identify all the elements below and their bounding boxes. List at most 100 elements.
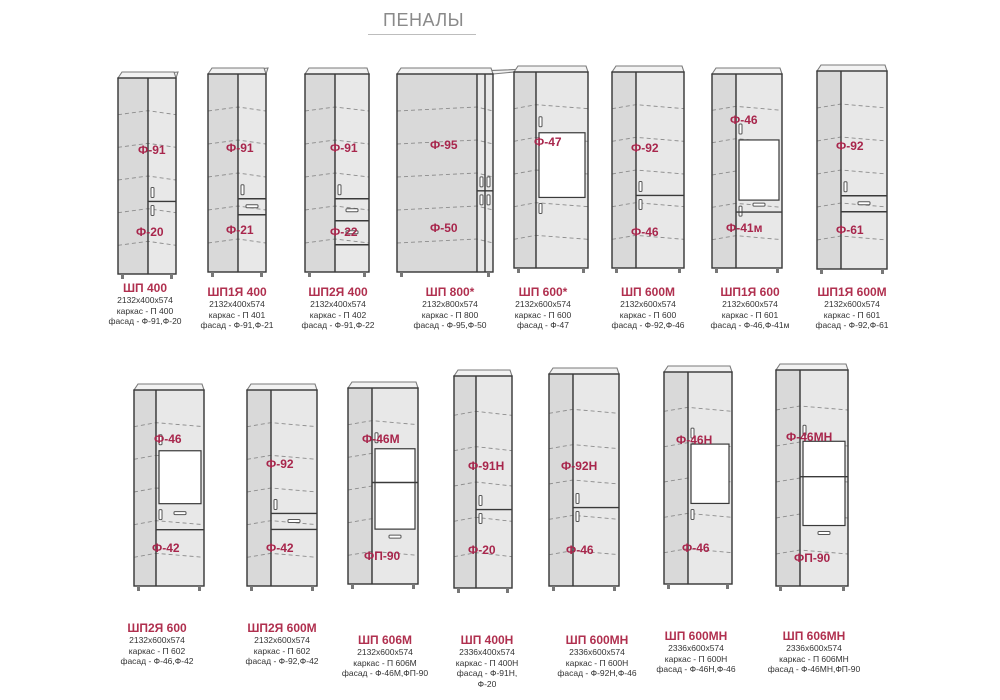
cabinet-caption: ШП1Я 600М 2132х600х574 каркас - П 601 фасад… (787, 285, 917, 331)
facade-label: Ф-95 (430, 138, 458, 152)
cabinet-spec-facade: фасад - Ф-91,Ф-22 (301, 320, 375, 330)
cabinet-spec-frame: каркас - П 602 (253, 645, 311, 656)
cabinet-spec-dims: 2132х400х574 (310, 299, 366, 309)
facade-label: Ф-42 (152, 541, 180, 555)
cabinet-caption: ШП 600М 2132х600х574 каркас - П 600 фасад -… (583, 285, 713, 331)
cabinet-name: ШП2Я 600М (247, 621, 317, 635)
cabinet-caption: ШП 600МН 2336х600х574 каркас - П 600Н фасад… (532, 633, 662, 679)
cabinet-drawing-3 (303, 67, 371, 277)
facade-label: ФП-90 (794, 551, 831, 565)
cabinet-spec-frame: каркас - П 400 (116, 305, 174, 316)
facade-label: Ф-46 (631, 225, 659, 239)
cabinet-caption: ШП 400 2132х400х574 каркас - П 400 фасад - … (80, 281, 210, 327)
cabinet-caption: ШП 606М 2132х600х574 каркас - П 606М фасад … (320, 633, 450, 679)
facade-label: Ф-46М (362, 432, 400, 446)
cabinet-caption: ШП 606МН 2336х600х574 каркас - П 606МН фаса… (749, 629, 879, 675)
facade-label: Ф-46 (154, 432, 182, 446)
cabinet-drawing-14 (662, 365, 733, 589)
cabinet-spec-frame: каркас - П 600Н (565, 657, 629, 668)
cabinet-spec-frame: каркас - П 600 (619, 309, 677, 320)
facade-label: Ф-46 (566, 543, 594, 557)
cabinet-name: ШП 600М (620, 285, 676, 299)
cabinet-spec-facade: фасад - Ф-92,Ф-61 (815, 320, 889, 330)
cabinet-spec-dims: 2132х600х574 (515, 299, 571, 309)
cabinet-spec-dims: 2132х600х574 (357, 647, 413, 657)
cabinet-drawing-9 (132, 383, 205, 591)
facade-label: Ф-91Н (468, 459, 505, 473)
cabinet-name: ШП2Я 600 (127, 621, 187, 635)
cabinet-spec-dims: 2132х400х574 (209, 299, 265, 309)
cabinet-spec-facade: фасад - Ф-91,Ф-21 (200, 320, 274, 330)
facade-label: Ф-92 (266, 457, 294, 471)
cabinet-spec-dims: 2336х400х574 (459, 647, 515, 657)
cabinet-caption: ШП1Я 400 2132х400х574 каркас - П 401 фасад … (172, 285, 302, 331)
cabinet-spec-dims: 2132х600х574 (824, 299, 880, 309)
cabinet-spec-facade: фасад - Ф-46М,ФП-90 (341, 668, 429, 678)
cabinet-spec-frame: каркас - П 800 (421, 309, 479, 320)
cabinet-spec-dims: 2336х600х574 (569, 647, 625, 657)
cabinet-name: ШП 400Н (460, 633, 514, 647)
cabinet-spec-facade: фасад - Ф-92,Ф-42 (245, 656, 319, 666)
cabinet-name: ШП 600МН (664, 629, 728, 643)
cabinet-name: ШП1Я 600 (720, 285, 780, 299)
facade-label: Ф-22 (330, 225, 358, 239)
facade-label: Ф-50 (430, 221, 458, 235)
cabinet-spec-dims: 2132х600х574 (620, 299, 676, 309)
cabinet-spec-frame: каркас - П 606М (353, 657, 417, 668)
cabinet-name: ШП 400 (122, 281, 168, 295)
cabinet-drawing-5 (512, 65, 589, 273)
facade-label: Ф-46Н (676, 433, 713, 447)
cabinet-spec-facade: фасад - Ф-47 (517, 320, 569, 330)
cabinet-spec-frame: каркас - П 401 (208, 309, 266, 320)
cabinet-drawing-11 (346, 381, 419, 589)
facade-label: Ф-61 (836, 223, 864, 237)
cabinet-spec-frame: каркас - П 601 (823, 309, 881, 320)
cabinet-name: ШП 600* (518, 285, 568, 299)
cabinet-caption: ШП2Я 600 2132х600х574 каркас - П 602 фасад … (92, 621, 222, 667)
cabinet-spec-facade: фасад - Ф-91Н, (456, 668, 518, 678)
facade-label: Ф-92 (631, 141, 659, 155)
cabinet-drawing-10 (245, 383, 318, 591)
cabinet-drawing-13 (547, 367, 620, 591)
cabinet-spec-frame: каркас - П 600Н (664, 653, 728, 664)
cabinet-drawing-1 (116, 71, 179, 279)
facade-label: Ф-46 (682, 541, 710, 555)
cabinet-name: ШП1Я 600М (817, 285, 887, 299)
cabinet-caption: ШП 600МН 2336х600х574 каркас - П 600Н фасад… (631, 629, 761, 675)
cabinet-caption: ШП2Я 400 2132х400х574 каркас - П 402 фасад … (273, 285, 403, 331)
cabinet-name: ШП 606М (357, 633, 413, 647)
cabinet-spec-facade: фасад - Ф-92,Ф-46 (611, 320, 685, 330)
cabinet-drawing-2 (206, 67, 269, 277)
title-underline (368, 34, 476, 35)
cabinet-spec-dims: 2132х800х574 (422, 299, 478, 309)
cabinet-spec-facade: фасад - Ф-46Н,Ф-46 (656, 664, 736, 674)
cabinet-caption: ШП2Я 600М 2132х600х574 каркас - П 602 фасад… (217, 621, 347, 667)
cabinet-name: ШП1Я 400 (207, 285, 267, 299)
cabinet-spec-dims: 2132х600х574 (129, 635, 185, 645)
cabinet-name: ШП2Я 400 (308, 285, 368, 299)
cabinet-drawing-4 (395, 67, 558, 277)
facade-label: Ф-46МН (786, 430, 833, 444)
cabinet-spec-dims: 2132х600х574 (722, 299, 778, 309)
cabinet-spec-dims: 2336х600х574 (786, 643, 842, 653)
facade-label: Ф-46 (730, 113, 758, 127)
cabinet-spec-frame: каркас - П 606МН (779, 653, 849, 664)
cabinet-spec-frame: каркас - П 602 (128, 645, 186, 656)
facade-label: Ф-20 (136, 225, 164, 239)
cabinet-spec-frame: каркас - П 601 (721, 309, 779, 320)
facade-label: ФП-90 (364, 549, 401, 563)
cabinet-drawing-6 (610, 65, 685, 273)
facade-label: Ф-91 (138, 143, 166, 157)
facade-label: Ф-20 (468, 543, 496, 557)
facade-label: Ф-47 (534, 135, 562, 149)
cabinet-spec-dims: 2132х400х574 (117, 295, 173, 305)
facade-label: Ф-42 (266, 541, 294, 555)
cabinet-spec-dims: 2132х600х574 (254, 635, 310, 645)
cabinet-drawing-15 (774, 363, 849, 591)
cabinet-name: ШП 606МН (782, 629, 846, 643)
cabinet-spec-frame: каркас - П 400Н (455, 657, 519, 668)
cabinet-spec-facade: фасад - Ф-91,Ф-20 (108, 316, 182, 326)
facade-label: Ф-91 (226, 141, 254, 155)
cabinet-spec-facade: фасад - Ф-46,Ф-41м (710, 320, 790, 330)
facade-label: Ф-92 (836, 139, 864, 153)
